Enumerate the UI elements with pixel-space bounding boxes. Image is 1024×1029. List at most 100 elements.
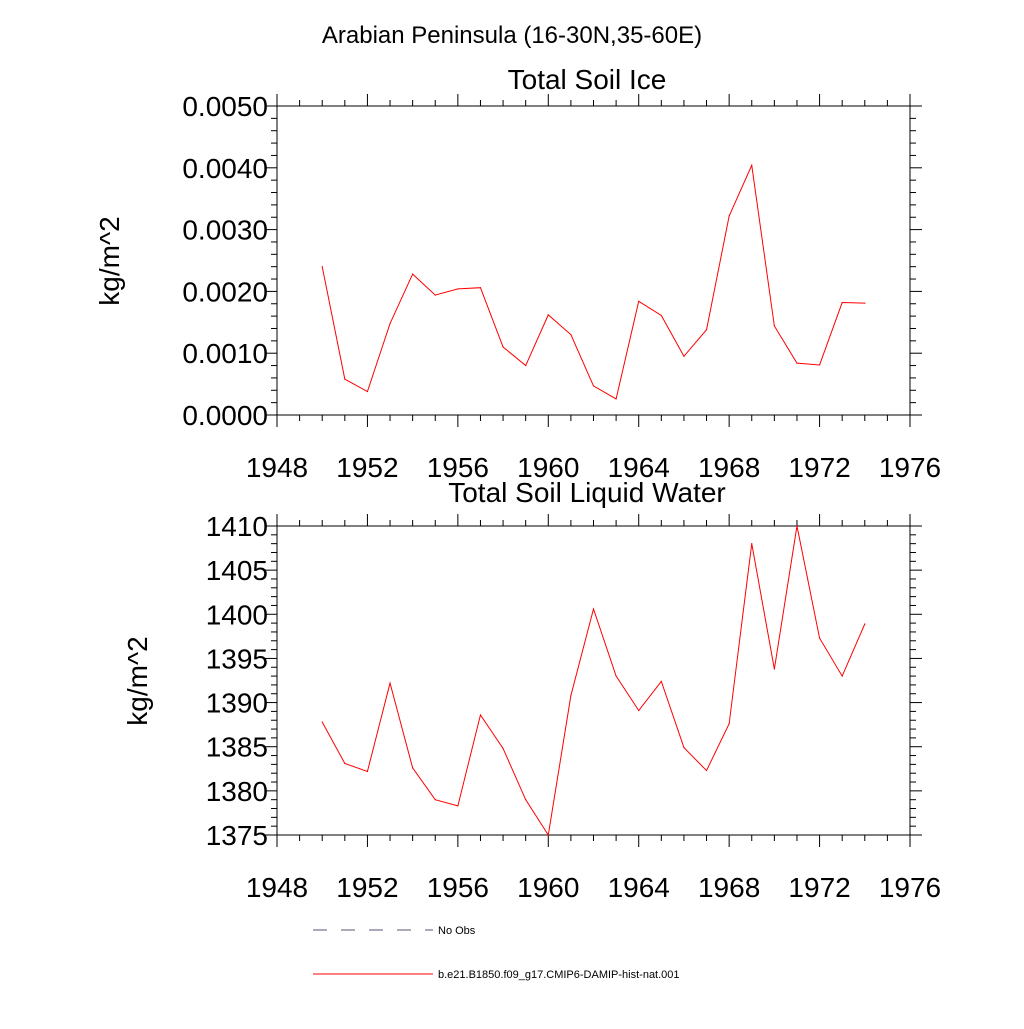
axis-ticks bbox=[265, 514, 922, 847]
x-tick-label: 1968 bbox=[698, 452, 760, 483]
data-point bbox=[864, 623, 866, 625]
data-point bbox=[796, 525, 798, 527]
data-point bbox=[773, 668, 775, 670]
y-tick-label: 1380 bbox=[206, 776, 268, 807]
panel-title: Total Soil Liquid Water bbox=[448, 477, 726, 508]
data-point bbox=[389, 682, 391, 684]
y-tick-label: 0.0040 bbox=[182, 153, 268, 184]
x-tick-label: 1972 bbox=[788, 872, 850, 903]
data-point bbox=[457, 288, 459, 290]
data-point bbox=[818, 364, 821, 366]
data-point bbox=[502, 346, 504, 348]
x-tick-label: 1968 bbox=[698, 872, 760, 903]
y-tick-label: 1395 bbox=[206, 643, 268, 674]
data-point bbox=[592, 385, 595, 387]
data-point bbox=[389, 322, 391, 325]
data-point bbox=[570, 694, 572, 697]
y-axis-label: kg/m^2 bbox=[94, 216, 125, 305]
y-tick-label: 1410 bbox=[206, 511, 268, 542]
y-tick-label: 1385 bbox=[206, 732, 268, 763]
data-point bbox=[547, 834, 549, 836]
data-point bbox=[615, 675, 617, 677]
plot-frame bbox=[276, 525, 911, 836]
x-tick-label: 1956 bbox=[427, 452, 489, 483]
panel-title: Total Soil Ice bbox=[508, 64, 667, 95]
data-point bbox=[705, 769, 708, 772]
data-point bbox=[457, 805, 459, 807]
data-point bbox=[570, 334, 572, 336]
x-tick-label: 1956 bbox=[427, 872, 489, 903]
legend-label-model-run: b.e21.B1850.f09_g17.CMIP6-DAMIP-hist-nat… bbox=[438, 969, 680, 981]
data-point bbox=[796, 362, 798, 364]
data-point bbox=[547, 314, 549, 316]
legend: No Obs b.e21.B1850.f09_g17.CMIP6-DAMIP-h… bbox=[313, 925, 680, 981]
x-tick-label: 1952 bbox=[336, 872, 398, 903]
data-point bbox=[344, 378, 346, 380]
data-point bbox=[525, 799, 527, 801]
y-tick-label: 1405 bbox=[206, 555, 268, 586]
data-point bbox=[864, 302, 866, 304]
x-tick-label: 1960 bbox=[517, 872, 579, 903]
data-point bbox=[592, 608, 595, 610]
data-point bbox=[638, 709, 640, 712]
data-point bbox=[638, 300, 640, 302]
series-line bbox=[321, 163, 865, 400]
data-point bbox=[728, 215, 730, 217]
data-point bbox=[615, 398, 617, 400]
axis-ticks bbox=[265, 94, 922, 427]
x-tick-label: 1976 bbox=[879, 872, 941, 903]
y-tick-labels: 1375 1380 1385 1390 1395 1400 1405 1410 bbox=[206, 511, 268, 851]
x-tick-label: 1952 bbox=[336, 452, 398, 483]
x-tick-label: 1964 bbox=[608, 452, 670, 483]
series-line bbox=[321, 525, 866, 837]
data-point bbox=[434, 799, 436, 801]
data-point bbox=[818, 637, 821, 639]
data-point bbox=[683, 746, 685, 749]
y-tick-label: 0.0020 bbox=[182, 276, 268, 307]
y-tick-label: 0.0030 bbox=[182, 215, 268, 246]
x-tick-label: 1960 bbox=[517, 452, 579, 483]
data-point bbox=[705, 329, 708, 331]
y-tick-label: 0.0000 bbox=[182, 400, 268, 431]
data-point bbox=[321, 721, 323, 723]
data-point bbox=[525, 364, 527, 367]
x-tick-label: 1976 bbox=[879, 452, 941, 483]
y-tick-label: 1390 bbox=[206, 688, 268, 719]
x-tick-label: 1948 bbox=[246, 452, 308, 483]
data-point bbox=[366, 390, 369, 393]
data-point bbox=[660, 680, 662, 682]
y-tick-label: 0.0010 bbox=[182, 338, 268, 369]
y-axis-label: kg/m^2 bbox=[122, 636, 153, 725]
data-point bbox=[502, 747, 504, 750]
legend-label-no-obs: No Obs bbox=[438, 925, 476, 937]
y-tick-label: 1400 bbox=[206, 599, 268, 630]
x-tick-labels: 1948 1952 1956 1960 1964 1968 1972 1976 bbox=[246, 872, 941, 903]
data-point bbox=[434, 294, 436, 296]
data-point bbox=[841, 675, 843, 677]
data-point bbox=[683, 355, 685, 357]
x-tick-label: 1948 bbox=[246, 872, 308, 903]
data-point bbox=[479, 714, 482, 716]
y-tick-label: 1375 bbox=[206, 820, 268, 851]
y-tick-labels: 0.0000 0.0010 0.0020 0.0030 0.0040 0.0050 bbox=[182, 91, 268, 431]
data-point bbox=[751, 164, 753, 166]
x-tick-label: 1972 bbox=[788, 452, 850, 483]
data-point bbox=[751, 543, 753, 545]
y-tick-label: 0.0050 bbox=[182, 91, 268, 122]
data-point bbox=[412, 767, 414, 769]
data-point bbox=[479, 287, 482, 289]
data-point bbox=[412, 273, 414, 275]
x-tick-label: 1964 bbox=[608, 872, 670, 903]
series-group bbox=[321, 163, 866, 400]
panel-total-soil-ice: Total Soil Ice 0.00000.00100.00200.00300… bbox=[94, 64, 941, 483]
data-point bbox=[660, 314, 662, 317]
data-point bbox=[773, 325, 775, 327]
figure-title: Arabian Peninsula (16-30N,35-60E) bbox=[322, 22, 702, 49]
panel-total-soil-liquid-water: Total Soil Liquid Water 1375 1380 1385 1390… bbox=[122, 477, 941, 903]
plot-frame bbox=[276, 105, 911, 416]
data-point bbox=[841, 301, 843, 304]
data-point bbox=[728, 723, 730, 725]
data-point bbox=[344, 762, 346, 765]
